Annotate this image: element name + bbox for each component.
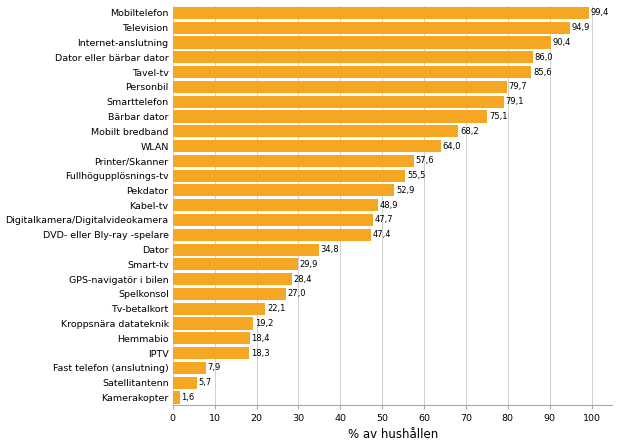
Bar (173, 288, 286, 300)
Bar (173, 21, 570, 34)
Text: 85,6: 85,6 (533, 67, 551, 76)
Bar (173, 347, 250, 359)
Bar (173, 317, 253, 329)
Bar (173, 377, 197, 389)
Text: 79,7: 79,7 (508, 82, 527, 91)
Bar (173, 7, 589, 19)
Bar (173, 244, 318, 256)
Text: 57,6: 57,6 (416, 156, 434, 165)
Text: 19,2: 19,2 (255, 319, 273, 328)
Bar (173, 51, 533, 63)
Text: 47,4: 47,4 (373, 230, 391, 239)
Text: 29,9: 29,9 (300, 260, 318, 269)
Text: 22,1: 22,1 (267, 304, 286, 313)
Bar (173, 258, 298, 270)
Text: 1,6: 1,6 (181, 393, 195, 402)
Text: 68,2: 68,2 (460, 127, 479, 136)
Text: 27,0: 27,0 (287, 290, 306, 299)
Bar (173, 184, 394, 197)
Text: 18,4: 18,4 (252, 334, 270, 343)
Text: 55,5: 55,5 (407, 171, 425, 180)
Bar (173, 169, 405, 181)
Bar (173, 392, 180, 404)
Bar (173, 214, 373, 226)
Bar (173, 229, 371, 241)
Bar (173, 273, 292, 285)
Bar (173, 140, 441, 152)
Bar (173, 155, 414, 167)
Bar (173, 362, 206, 374)
Bar (173, 81, 507, 93)
Text: 48,9: 48,9 (379, 201, 398, 210)
Text: 47,7: 47,7 (375, 215, 393, 224)
Bar (173, 199, 378, 211)
Text: 28,4: 28,4 (294, 274, 312, 284)
Text: 5,7: 5,7 (198, 378, 211, 387)
X-axis label: % av hushållen: % av hushållen (347, 428, 438, 442)
Bar (173, 37, 551, 49)
Text: 75,1: 75,1 (489, 112, 507, 121)
Text: 94,9: 94,9 (572, 23, 590, 32)
Text: 18,3: 18,3 (251, 349, 270, 358)
Text: 86,0: 86,0 (535, 53, 553, 62)
Text: 7,9: 7,9 (208, 363, 221, 372)
Text: 64,0: 64,0 (442, 142, 461, 151)
Bar (173, 66, 531, 78)
Bar (173, 125, 459, 137)
Bar (173, 332, 250, 344)
Bar (173, 303, 265, 315)
Bar (173, 110, 487, 122)
Text: 99,4: 99,4 (591, 8, 609, 17)
Bar (173, 96, 504, 108)
Text: 52,9: 52,9 (396, 186, 415, 195)
Text: 79,1: 79,1 (506, 97, 524, 106)
Text: 34,8: 34,8 (320, 245, 339, 254)
Text: 90,4: 90,4 (553, 38, 572, 47)
